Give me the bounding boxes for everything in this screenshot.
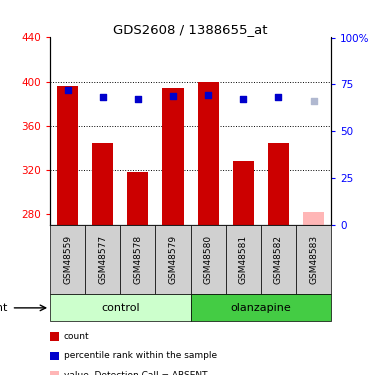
Point xyxy=(100,94,106,100)
Bar xyxy=(198,82,219,225)
Bar xyxy=(127,172,148,225)
Bar xyxy=(162,88,184,225)
Text: GSM48581: GSM48581 xyxy=(239,235,248,284)
Bar xyxy=(303,212,324,225)
Title: GDS2608 / 1388655_at: GDS2608 / 1388655_at xyxy=(113,23,268,36)
Point xyxy=(275,94,281,100)
Point xyxy=(240,96,246,102)
Text: GSM48580: GSM48580 xyxy=(204,235,213,284)
Text: percentile rank within the sample: percentile rank within the sample xyxy=(64,351,217,360)
Bar xyxy=(92,143,113,225)
Text: GSM48578: GSM48578 xyxy=(133,235,142,284)
Bar xyxy=(268,143,289,225)
Text: GSM48579: GSM48579 xyxy=(169,235,177,284)
Text: GSM48577: GSM48577 xyxy=(98,235,107,284)
Text: count: count xyxy=(64,332,89,341)
Text: olanzapine: olanzapine xyxy=(231,303,291,313)
Bar xyxy=(57,86,78,225)
Text: GSM48559: GSM48559 xyxy=(63,235,72,284)
Text: control: control xyxy=(101,303,140,313)
Point xyxy=(205,92,211,98)
Point xyxy=(135,96,141,102)
Point xyxy=(170,93,176,99)
Text: value, Detection Call = ABSENT: value, Detection Call = ABSENT xyxy=(64,371,207,375)
Bar xyxy=(233,161,254,225)
Point xyxy=(310,99,316,105)
Text: GSM48582: GSM48582 xyxy=(274,235,283,284)
Text: agent: agent xyxy=(0,303,8,313)
Point xyxy=(65,87,71,93)
Text: GSM48583: GSM48583 xyxy=(309,235,318,284)
